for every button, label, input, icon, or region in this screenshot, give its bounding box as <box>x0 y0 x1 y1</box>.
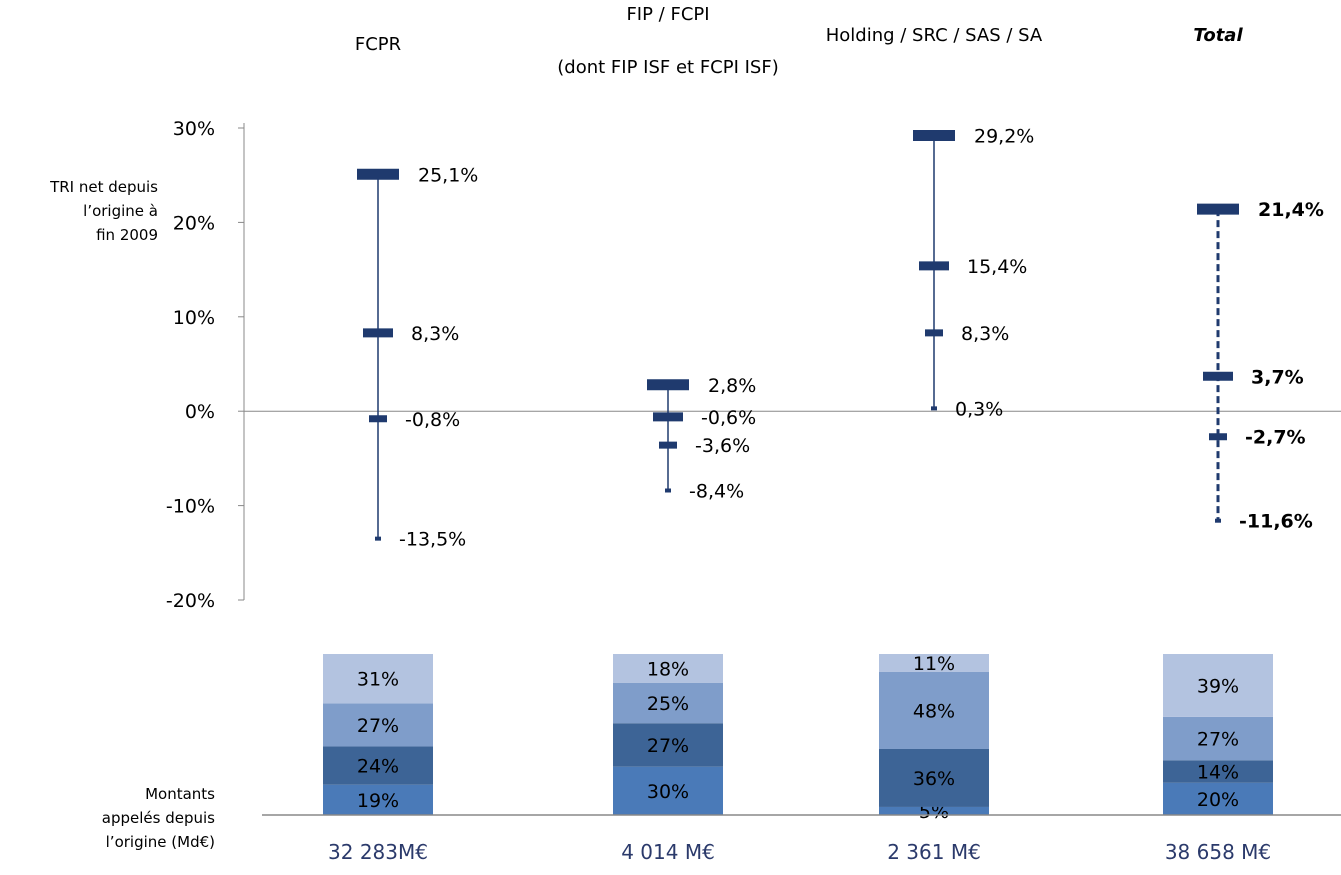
value-label-2-4: -8,4% <box>689 480 744 502</box>
bar-segment-3-1 <box>879 806 989 815</box>
bar-segment-1-3 <box>323 703 433 747</box>
bar-segment-2-3 <box>613 682 723 724</box>
bar-total-label-1: 32 283M€ <box>328 840 428 864</box>
bar-segment-1-2 <box>323 746 433 785</box>
bars-axis-title-line-3: l’origine (Md€) <box>106 833 215 851</box>
bar-segment-4-1 <box>1163 782 1273 815</box>
bar-total-label-3: 2 361 M€ <box>887 840 981 864</box>
y-tick-label: 10% <box>173 307 215 329</box>
bar-segment-2-4 <box>613 654 723 683</box>
category-label-2-line-2: (dont FIP ISF et FCPI ISF) <box>557 57 778 78</box>
bar-segment-label-1-2: 24% <box>357 756 399 778</box>
bar-segment-3-4 <box>879 654 989 672</box>
value-label-1-3: -0,8% <box>405 409 460 431</box>
value-label-3-3: 8,3% <box>961 323 1009 345</box>
bars-axis-title-line-2: appelés depuis <box>102 809 215 827</box>
value-label-1-4: -13,5% <box>399 529 466 551</box>
bar-segment-4-3 <box>1163 716 1273 761</box>
value-label-4-2: 3,7% <box>1251 366 1304 388</box>
bar-segment-label-4-3: 27% <box>1197 729 1239 751</box>
bar-segment-label-2-4: 18% <box>647 658 689 680</box>
value-label-1-2: 8,3% <box>411 323 459 345</box>
bar-segment-label-2-3: 25% <box>647 693 689 715</box>
bar-segment-label-4-4: 39% <box>1197 675 1239 697</box>
bars-axis-title-line-1: Montants <box>145 785 215 803</box>
category-label-2-line-1: FIP / FCPI <box>626 4 709 25</box>
value-label-3-2: 15,4% <box>967 256 1027 278</box>
bar-segment-label-2-2: 27% <box>647 735 689 757</box>
value-label-4-3: -2,7% <box>1245 427 1306 449</box>
bar-segment-3-3 <box>879 671 989 749</box>
bar-total-label-4: 38 658 M€ <box>1165 840 1271 864</box>
bar-segment-label-4-1: 20% <box>1197 789 1239 811</box>
category-label-1: FCPR <box>355 34 401 55</box>
value-label-4-4: -11,6% <box>1239 511 1313 533</box>
value-label-3-4: 0,3% <box>955 398 1003 420</box>
bar-segment-1-1 <box>323 784 433 815</box>
bar-segment-4-4 <box>1163 654 1273 717</box>
category-label-4: Total <box>1193 25 1243 46</box>
bar-segment-label-3-2: 36% <box>913 768 955 790</box>
y-tick-label: 0% <box>185 401 215 423</box>
bar-segment-4-2 <box>1163 760 1273 783</box>
y-axis-title-line-2: l’origine à <box>83 202 158 220</box>
bar-segment-label-1-1: 19% <box>357 790 399 812</box>
value-label-4-1: 21,4% <box>1258 199 1324 221</box>
bar-total-label-2: 4 014 M€ <box>621 840 715 864</box>
y-tick-label: 30% <box>173 118 215 140</box>
y-axis-title-line-1: TRI net depuis <box>49 178 158 196</box>
y-tick-label: -10% <box>166 496 215 518</box>
value-label-1-1: 25,1% <box>418 164 478 186</box>
y-tick-label: -20% <box>166 590 215 612</box>
bar-segment-label-1-3: 27% <box>357 715 399 737</box>
value-label-2-1: 2,8% <box>708 375 756 397</box>
value-label-2-3: -3,6% <box>695 435 750 457</box>
bar-segment-2-1 <box>613 766 723 815</box>
category-label-3: Holding / SRC / SAS / SA <box>826 25 1043 46</box>
bar-segment-label-3-4: 11% <box>913 653 955 675</box>
value-label-3-1: 29,2% <box>974 126 1034 148</box>
bar-segment-label-2-1: 30% <box>647 781 689 803</box>
value-label-2-2: -0,6% <box>701 407 756 429</box>
y-axis-title-line-3: fin 2009 <box>96 226 158 244</box>
y-tick-label: 20% <box>173 212 215 234</box>
bar-segment-3-2 <box>879 748 989 807</box>
bar-segment-2-2 <box>613 723 723 767</box>
bar-segment-label-4-2: 14% <box>1197 762 1239 784</box>
bar-segment-1-4 <box>323 654 433 704</box>
bar-segment-label-1-4: 31% <box>357 669 399 691</box>
bar-segment-label-3-3: 48% <box>913 700 955 722</box>
